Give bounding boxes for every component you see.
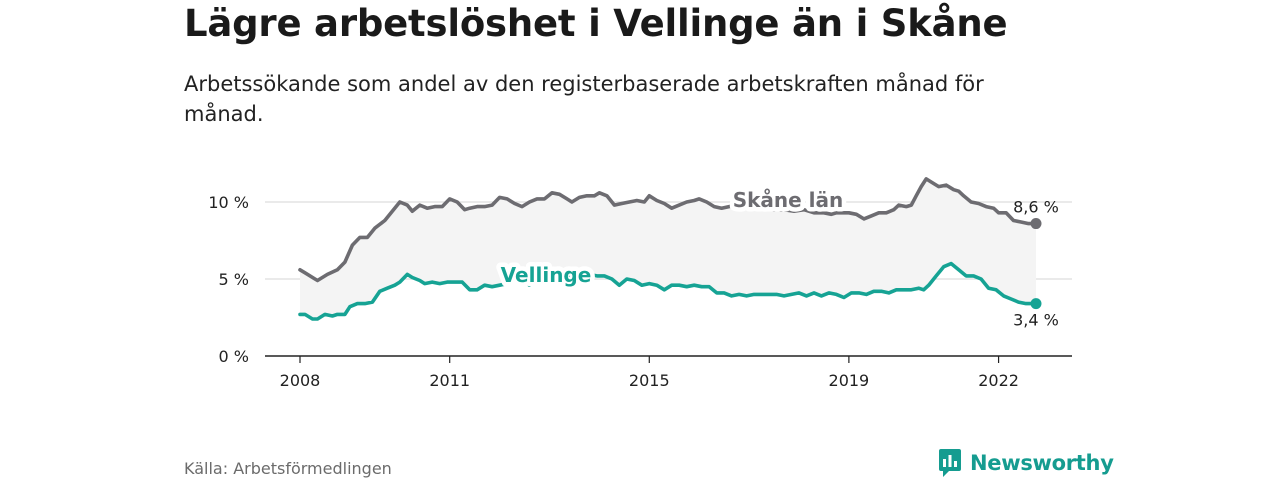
x-tick-label: 2015 <box>629 371 670 390</box>
series-name-halo: Vellinge <box>501 263 592 287</box>
newsworthy-logo-text: Newsworthy <box>970 451 1114 475</box>
chart-title: Lägre arbetslöshet i Vellinge än i Skåne <box>184 2 1008 45</box>
x-tick-label: 2011 <box>429 371 470 390</box>
series-end-point <box>1030 218 1042 230</box>
series-name-label: Vellinge <box>501 263 592 287</box>
series-end-label: 3,4 % <box>1013 311 1059 330</box>
series-line <box>298 177 1038 283</box>
series-name-label: Skåne län <box>733 188 844 212</box>
shaded-band <box>300 178 1036 319</box>
x-tick-label: 2022 <box>978 371 1019 390</box>
y-tick-label: 5 % <box>219 270 249 289</box>
series-end-label: 8,6 % <box>1013 198 1059 217</box>
y-tick-label: 0 % <box>219 347 249 366</box>
chart-subtitle: Arbetssökande som andel av den registerb… <box>184 72 984 126</box>
series-end-point <box>1030 298 1042 310</box>
newsworthy-logo[interactable]: Newsworthy <box>937 448 1114 478</box>
source-note: Källa: Arbetsförmedlingen <box>184 459 392 478</box>
y-tick-label: 10 % <box>208 193 249 212</box>
x-tick-label: 2019 <box>829 371 870 390</box>
newsworthy-logo-icon <box>939 449 961 477</box>
x-tick-label: 2008 <box>280 371 321 390</box>
series-line <box>298 261 1038 321</box>
series-name-halo: Skåne län <box>733 188 844 212</box>
